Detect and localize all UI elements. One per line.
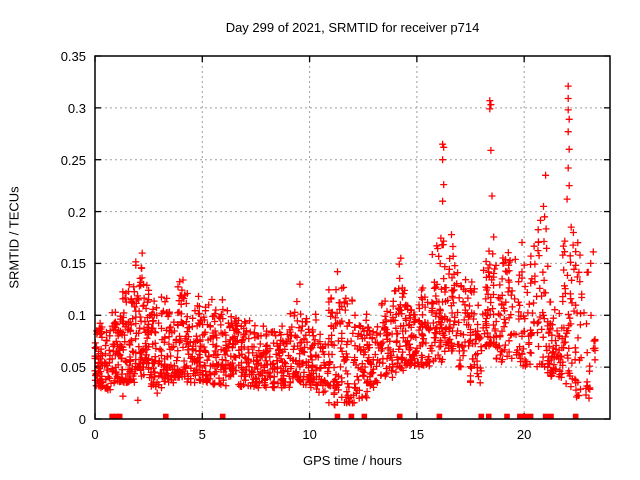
x-tick-label: 15 [409,427,425,442]
zero-value-marker [478,413,485,420]
zero-value-marker [116,413,123,420]
zero-value-marker [517,413,523,420]
x-tick-label: 0 [91,427,99,442]
zero-value-marker [348,413,355,420]
zero-value-marker [219,413,226,420]
y-tick-label: 0.25 [60,152,86,168]
zero-value-marker [548,413,554,420]
plot-border [94,55,611,420]
x-tick-label: 20 [516,427,532,442]
zero-value-marker [542,413,549,420]
zero-value-marker [113,413,120,420]
scatter-points [91,82,599,409]
zero-value-marker [396,413,403,420]
y-tick-label: 0.05 [60,360,86,376]
zero-value-markers [109,413,579,420]
zero-value-marker [109,413,115,420]
y-tick-label: 0.35 [60,49,86,64]
chart-title: Day 299 of 2021, SRMTID for receiver p71… [225,20,480,35]
x-tick-label: 10 [302,427,317,442]
y-tick-label: 0.1 [67,308,86,324]
zero-value-marker [504,413,510,420]
zero-value-marker [163,413,169,420]
y-tick-label: 0.2 [67,204,86,220]
zero-value-marker [361,413,368,420]
zero-value-marker [485,413,492,420]
zero-value-marker [334,413,341,420]
zero-value-marker [572,413,579,420]
y-tick-label: 0.15 [60,256,86,272]
zero-value-marker [527,413,534,420]
y-tick-label: 0 [78,412,86,427]
x-tick-label: 5 [198,427,206,442]
x-axis-label: GPS time / hours [303,453,402,468]
y-tick-label: 0.3 [67,100,86,116]
zero-value-marker [522,413,529,420]
zero-value-marker [436,413,443,420]
y-axis-label: SRMTID / TECUs [6,186,22,289]
